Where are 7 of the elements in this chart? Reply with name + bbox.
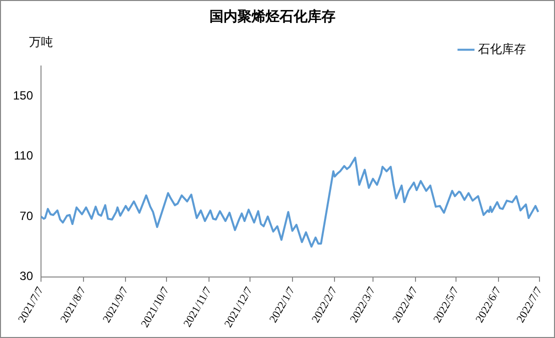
y-tick-label: 30 (20, 269, 34, 284)
y-tick-label: 110 (14, 148, 34, 163)
legend-label: 石化库存 (478, 42, 526, 56)
chart-title: 国内聚烯烃石化库存 (210, 8, 336, 26)
y-tick-label: 150 (12, 88, 34, 102)
y-tick-label: 70 (20, 208, 34, 223)
y-axis-title: 万吨 (29, 35, 54, 49)
